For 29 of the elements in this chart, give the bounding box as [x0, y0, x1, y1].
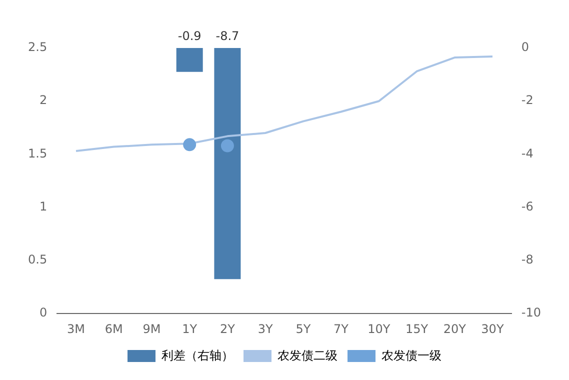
- y-tick-label: 1.5: [28, 146, 48, 160]
- x-tick-label: 5Y: [296, 322, 312, 336]
- x-tick-label: 7Y: [334, 322, 350, 336]
- x-tick-label: 30Y: [481, 322, 504, 336]
- x-tick-label: 9M: [142, 322, 161, 336]
- x-tick-label: 10Y: [368, 322, 391, 336]
- y-tick-label: 0.5: [28, 252, 48, 267]
- y-tick-label: 2.5: [28, 40, 48, 54]
- y2-tick-label: -4: [521, 146, 534, 160]
- x-tick-label: 6M: [104, 322, 123, 336]
- y2-tick-label: -8: [521, 252, 534, 267]
- data-label: -8.7: [216, 29, 240, 44]
- y-tick-label: 1: [39, 199, 48, 214]
- x-tick-label: 3Y: [258, 322, 274, 336]
- y2-tick-label: -10: [521, 306, 542, 320]
- data-label: -0.9: [178, 29, 202, 44]
- legend-label: 农发债一级: [382, 348, 442, 362]
- x-tick-label: 20Y: [443, 322, 467, 336]
- y-tick-label: 0: [39, 306, 48, 320]
- x-tick-label: 1Y: [182, 322, 198, 336]
- y2-tick-label: -6: [521, 199, 534, 214]
- y2-tick-label: -2: [521, 93, 534, 108]
- x-tick-label: 15Y: [405, 322, 429, 336]
- legend-label: 农发债二级: [278, 348, 338, 362]
- x-tick-label: 3M: [67, 322, 86, 336]
- y2-tick-label: 0: [521, 40, 530, 54]
- y-tick-label: 2: [39, 93, 48, 108]
- legend-label: 利差（右轴）: [162, 348, 234, 362]
- x-tick-label: 2Y: [220, 322, 236, 336]
